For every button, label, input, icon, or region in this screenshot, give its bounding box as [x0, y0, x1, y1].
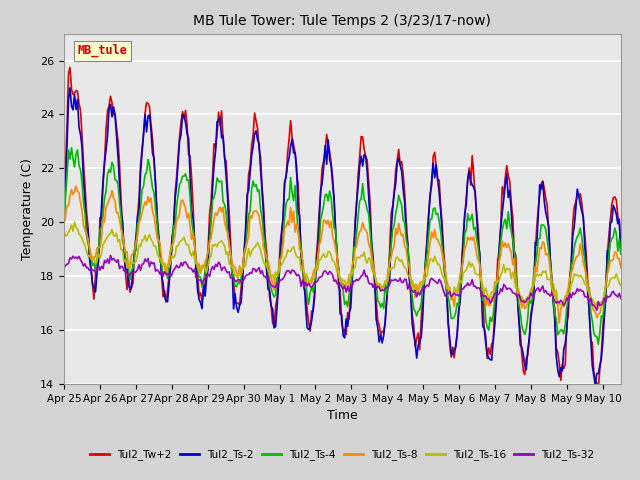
- Tul2_Ts-8: [72, 183, 80, 189]
- Tul2_Ts-8: [608, 258, 616, 264]
- Tul2_Ts-8: [470, 234, 477, 240]
- Tul2_Ts-32: [153, 267, 161, 273]
- Tul2_Tw+2: [60, 191, 68, 197]
- Tul2_Tw+2: [608, 202, 616, 207]
- Tul2_Ts-4: [132, 246, 140, 252]
- Tul2_Ts-16: [249, 246, 257, 252]
- Tul2_Tw+2: [249, 132, 257, 138]
- Tul2_Ts-16: [60, 228, 68, 233]
- Tul2_Ts-4: [153, 220, 161, 226]
- Tul2_Ts-16: [595, 305, 602, 311]
- Tul2_Ts-4: [68, 145, 76, 151]
- Line: Tul2_Ts-32: Tul2_Ts-32: [64, 255, 621, 310]
- Tul2_Ts-32: [608, 290, 616, 296]
- Tul2_Ts-8: [617, 265, 625, 271]
- Tul2_Ts-32: [249, 265, 257, 271]
- Line: Tul2_Ts-4: Tul2_Ts-4: [64, 148, 621, 344]
- Tul2_Ts-2: [249, 144, 257, 150]
- Tul2_Ts-32: [593, 307, 600, 313]
- Tul2_Tw+2: [617, 248, 625, 254]
- Tul2_Ts-32: [60, 264, 68, 270]
- Tul2_Ts-16: [608, 276, 616, 281]
- Legend: Tul2_Tw+2, Tul2_Ts-2, Tul2_Ts-4, Tul2_Ts-8, Tul2_Ts-16, Tul2_Ts-32: Tul2_Tw+2, Tul2_Ts-2, Tul2_Ts-4, Tul2_Ts…: [86, 445, 598, 465]
- Tul2_Ts-2: [60, 209, 68, 215]
- Tul2_Ts-16: [470, 264, 477, 269]
- Tul2_Ts-4: [346, 291, 353, 297]
- Line: Tul2_Ts-8: Tul2_Ts-8: [64, 186, 621, 323]
- Tul2_Ts-32: [107, 252, 115, 258]
- Tul2_Ts-2: [346, 310, 353, 315]
- Line: Tul2_Ts-16: Tul2_Ts-16: [64, 222, 621, 308]
- Tul2_Ts-2: [591, 382, 599, 388]
- Tul2_Ts-4: [595, 341, 602, 347]
- Tul2_Ts-4: [60, 223, 68, 228]
- Tul2_Ts-16: [617, 283, 625, 288]
- Tul2_Ts-2: [153, 215, 161, 221]
- Tul2_Tw+2: [66, 64, 74, 70]
- Title: MB Tule Tower: Tule Temps 2 (3/23/17-now): MB Tule Tower: Tule Temps 2 (3/23/17-now…: [193, 14, 492, 28]
- Tul2_Ts-8: [346, 279, 353, 285]
- Tul2_Ts-16: [153, 249, 161, 255]
- Tul2_Ts-2: [132, 233, 140, 239]
- Tul2_Ts-32: [617, 296, 625, 301]
- Line: Tul2_Tw+2: Tul2_Tw+2: [64, 67, 621, 389]
- Tul2_Ts-4: [249, 178, 257, 184]
- Tul2_Ts-2: [617, 249, 625, 255]
- Tul2_Ts-2: [608, 219, 616, 225]
- Tul2_Ts-32: [346, 288, 353, 294]
- Tul2_Ts-16: [70, 219, 78, 225]
- Tul2_Ts-4: [617, 251, 625, 257]
- Tul2_Ts-32: [132, 269, 140, 275]
- Tul2_Ts-32: [470, 283, 477, 289]
- Tul2_Ts-4: [470, 227, 477, 232]
- Line: Tul2_Ts-2: Tul2_Ts-2: [64, 88, 621, 385]
- Tul2_Ts-8: [556, 320, 563, 326]
- Tul2_Tw+2: [132, 246, 140, 252]
- Y-axis label: Temperature (C): Temperature (C): [22, 158, 35, 260]
- Tul2_Ts-16: [132, 258, 140, 264]
- Tul2_Ts-4: [608, 236, 616, 241]
- Tul2_Ts-16: [346, 272, 353, 277]
- Tul2_Tw+2: [595, 386, 602, 392]
- Tul2_Ts-2: [66, 85, 74, 91]
- Tul2_Ts-2: [470, 184, 477, 190]
- Tul2_Ts-8: [249, 210, 257, 216]
- X-axis label: Time: Time: [327, 409, 358, 422]
- Tul2_Ts-8: [60, 222, 68, 228]
- Tul2_Tw+2: [153, 209, 161, 215]
- Tul2_Ts-8: [153, 235, 161, 240]
- Text: MB_tule: MB_tule: [78, 44, 128, 58]
- Tul2_Tw+2: [470, 172, 477, 178]
- Tul2_Ts-8: [132, 239, 140, 245]
- Tul2_Tw+2: [346, 316, 353, 322]
